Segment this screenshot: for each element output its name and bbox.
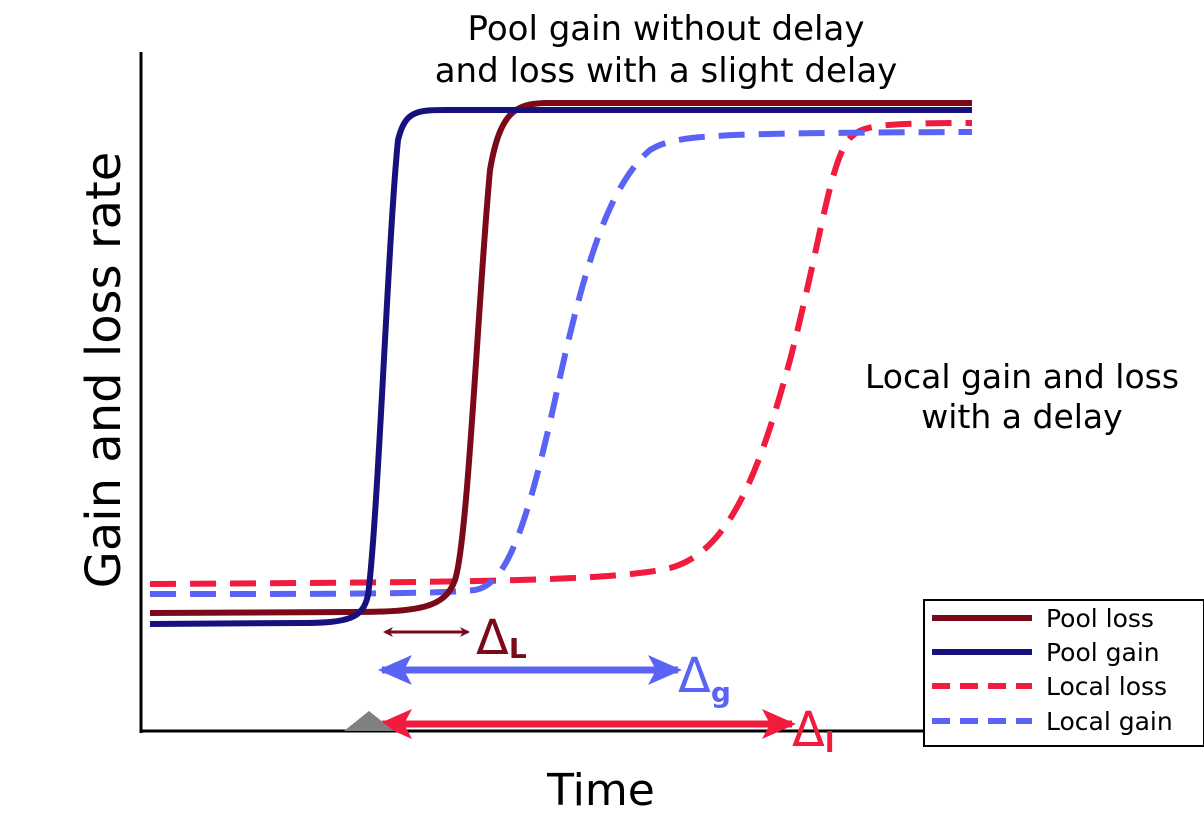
local-loss-curve [149,120,973,587]
y-axis-label: Gain and loss rate [76,152,132,589]
x-axis-label: Time [546,765,655,816]
delta-local-label: Δl [792,702,834,759]
delta-gain-label: Δg [678,648,731,709]
pool-loss-curve [149,100,972,616]
legend-label-local-gain: Local gain [1046,707,1173,736]
legend-label-pool-gain: Pool gain [1046,638,1160,667]
annotation-line-1: Local gain and loss [865,357,1179,396]
local-gain-curve [149,129,973,597]
annotation-line-2: with a delay [921,397,1122,436]
title-line-1: Pool gain without delay [468,9,865,49]
delta-loss-label: ΔL [476,610,527,666]
legend: Pool loss Pool gain Local loss Local gai… [923,599,1204,747]
stimulus-marker-triangle [344,711,394,731]
legend-label-local-loss: Local loss [1046,672,1167,701]
title-line-2: and loss with a slight delay [435,51,898,91]
legend-label-pool-loss: Pool loss [1046,604,1154,633]
pool-gain-curve [149,107,972,627]
